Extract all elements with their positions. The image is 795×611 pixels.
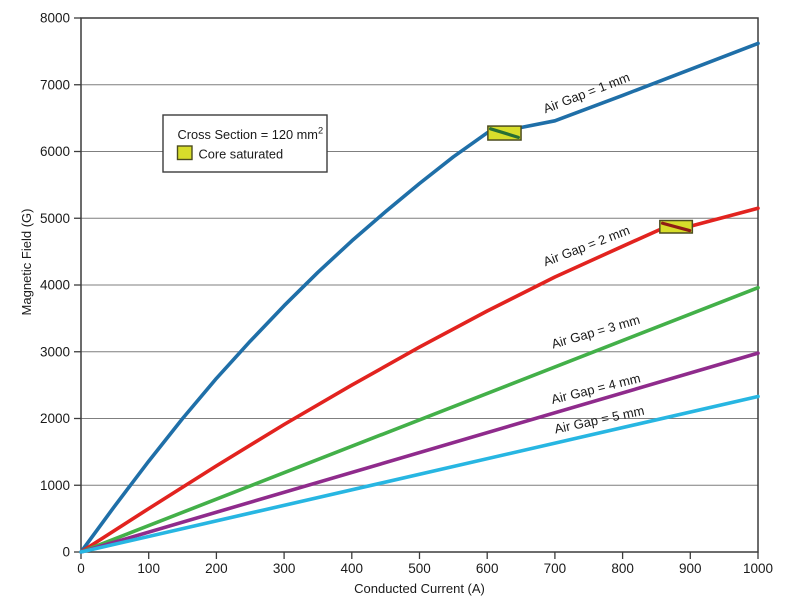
x-tick-label-100: 100 — [137, 561, 160, 576]
legend-cross-section-text: Cross Section = 120 mm2 — [178, 126, 324, 143]
y-axis-title: Magnetic Field (G) — [19, 209, 34, 316]
legend-cross-section-superscript: 2 — [318, 126, 323, 136]
x-tick-label-400: 400 — [341, 561, 364, 576]
y-tick-label-6000: 6000 — [40, 144, 70, 159]
x-axis-title: Conducted Current (A) — [354, 581, 485, 596]
x-tick-label-300: 300 — [273, 561, 296, 576]
x-tick-label-600: 600 — [476, 561, 499, 576]
curve-air-gap-5mm — [79, 394, 760, 554]
legend-box — [162, 114, 328, 173]
y-tick-label-7000: 7000 — [40, 77, 70, 92]
y-tick-label-4000: 4000 — [40, 278, 70, 293]
saturation-marker-slash-2 — [660, 221, 692, 233]
y-tick-label-1000: 1000 — [40, 478, 70, 493]
legend-saturated-swatch — [176, 145, 193, 161]
x-tick-label-200: 200 — [205, 561, 228, 576]
x-tick-label-0: 0 — [77, 561, 85, 576]
curve-air-gap-1mm — [79, 41, 760, 554]
x-tick-label-800: 800 — [611, 561, 634, 576]
x-tick-label-500: 500 — [408, 561, 431, 576]
y-tick-label-2000: 2000 — [40, 411, 70, 426]
curve-air-gap-4mm — [79, 351, 760, 554]
saturation-marker-slash-1 — [488, 127, 520, 139]
y-tick-label-8000: 8000 — [40, 11, 70, 26]
y-tick-label-5000: 5000 — [40, 211, 70, 226]
y-tick-label-3000: 3000 — [40, 344, 70, 359]
y-tick-label-0: 0 — [62, 545, 70, 560]
x-tick-label-1000: 1000 — [743, 561, 773, 576]
curve-air-gap-3mm — [79, 285, 760, 554]
legend-core-saturated-text: Core saturated — [199, 147, 284, 162]
x-tick-label-900: 900 — [679, 561, 702, 576]
x-tick-label-700: 700 — [544, 561, 567, 576]
